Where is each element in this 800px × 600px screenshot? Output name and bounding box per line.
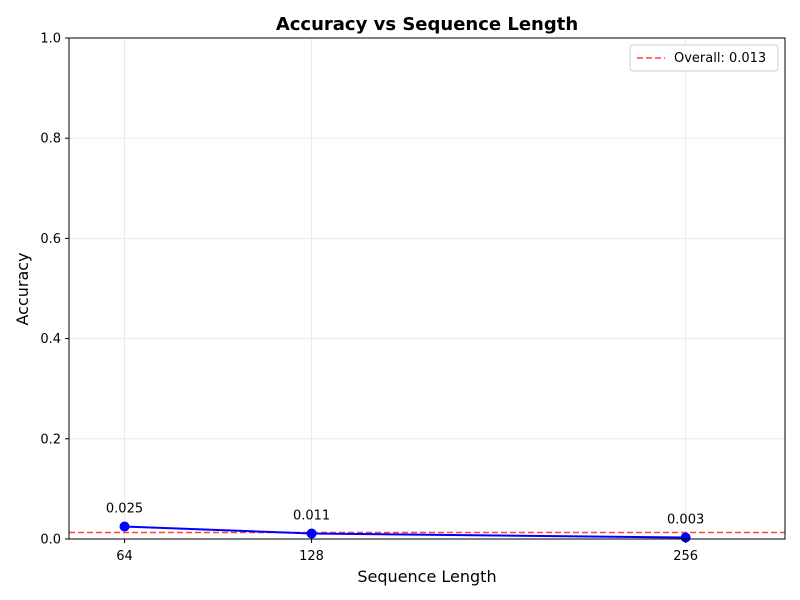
x-tick-label: 128: [299, 549, 324, 564]
plot-frame: [68, 37, 786, 540]
chart-title: Accuracy vs Sequence Length: [276, 14, 578, 35]
y-axis-ticks: 0.0 0.2 0.4 0.6 0.8 1.0: [40, 32, 69, 548]
legend-label: Overall: 0.013: [674, 51, 766, 66]
data-point: [680, 532, 691, 543]
y-tick-label: 1.0: [40, 32, 61, 47]
data-point: [306, 528, 317, 539]
x-axis-title: Sequence Length: [357, 567, 496, 586]
y-tick-label: 0.4: [40, 332, 61, 347]
series-group: [119, 521, 691, 543]
y-axis-title: Accuracy: [13, 252, 32, 325]
y-tick-label: 0.2: [40, 432, 61, 447]
y-tick-label: 0.8: [40, 132, 61, 147]
legend: Overall: 0.013: [629, 44, 779, 72]
x-axis-ticks: 64 128 256: [116, 539, 698, 564]
data-point-label: 0.003: [667, 512, 704, 527]
x-tick-label: 64: [116, 549, 133, 564]
data-point: [119, 521, 130, 532]
data-labels: 0.025 0.011 0.003: [106, 501, 704, 527]
data-point-label: 0.011: [293, 508, 330, 523]
legend-box: [629, 44, 779, 72]
x-tick-label: 256: [673, 549, 698, 564]
y-tick-label: 0.6: [40, 232, 61, 247]
y-tick-label: 0.0: [40, 533, 61, 548]
data-point-label: 0.025: [106, 501, 143, 516]
